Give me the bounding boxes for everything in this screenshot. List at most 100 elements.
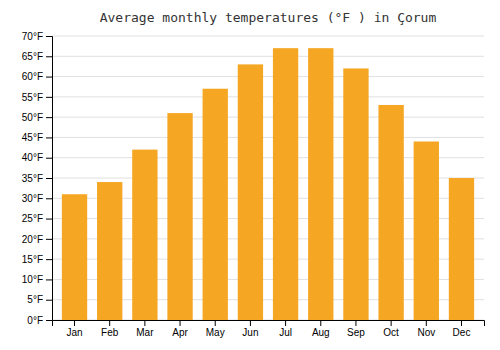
tick-mark: [46, 320, 52, 321]
tick-label: 25°F: [22, 213, 43, 224]
tick-mark: [46, 137, 52, 138]
y-axis: 0°F 5°F 10°F 15°F 20°F 25°F 30°F 35°F 40°F 45°F 50…: [22, 31, 53, 326]
y-tick: 70°F: [22, 31, 52, 42]
tick-label: 70°F: [22, 31, 43, 42]
y-tick: 10°F: [22, 274, 52, 285]
tick-mark: [461, 320, 462, 326]
bar: [97, 182, 122, 320]
y-tick: 20°F: [22, 234, 52, 245]
x-tick: Jul: [279, 320, 292, 338]
tick-mark: [74, 320, 75, 326]
tick-label: 45°F: [22, 132, 43, 143]
bar: [343, 68, 368, 320]
tick-mark: [180, 320, 181, 326]
tick-label: Jul: [279, 327, 292, 338]
tick-mark: [46, 77, 52, 78]
grid-line: [52, 36, 484, 37]
bar: [414, 141, 439, 320]
tick-mark: [46, 178, 52, 179]
x-tick: Apr: [172, 320, 188, 338]
tick-mark: [46, 239, 52, 240]
x-tick: Aug: [312, 320, 330, 338]
x-tick: Mar: [136, 320, 154, 338]
x-tick: Feb: [101, 320, 119, 338]
tick-mark: [46, 117, 52, 118]
tick-label: 50°F: [22, 112, 43, 123]
tick-label: Jan: [66, 327, 82, 338]
tick-label: Nov: [417, 327, 435, 338]
tick-label: Mar: [136, 327, 154, 338]
tick-label: Sep: [347, 327, 365, 338]
tick-mark: [355, 320, 356, 326]
tick-label: 20°F: [22, 234, 43, 245]
grid-line: [52, 56, 484, 57]
tick-label: Feb: [101, 327, 119, 338]
tick-mark: [46, 259, 52, 260]
chart: 0°F 5°F 10°F 15°F 20°F 25°F 30°F 35°F 40°F 45°F 50…: [0, 0, 500, 350]
tick-label: 35°F: [22, 173, 43, 184]
y-tick: 0°F: [27, 315, 52, 326]
tick-mark: [46, 300, 52, 301]
tick-label: Jun: [242, 327, 258, 338]
tick-mark: [46, 198, 52, 199]
tick-label: Aug: [312, 327, 330, 338]
y-tick: 40°F: [22, 152, 52, 163]
tick-label: 10°F: [22, 274, 43, 285]
tick-mark: [46, 36, 52, 37]
bar: [449, 178, 474, 320]
tick-mark: [46, 97, 52, 98]
bar: [62, 194, 87, 320]
tick-mark: [46, 56, 52, 57]
x-tick: Nov: [417, 320, 435, 338]
x-tick: Dec: [453, 320, 471, 338]
grid: [52, 36, 484, 320]
tick-mark: [391, 320, 392, 326]
tick-mark: [215, 320, 216, 326]
x-tick: May: [206, 320, 225, 338]
grid-line: [52, 137, 484, 138]
tick-label: 65°F: [22, 51, 43, 62]
tick-mark: [46, 219, 52, 220]
tick-mark: [285, 320, 286, 326]
tick-mark: [250, 320, 251, 326]
tick-label: Apr: [172, 327, 188, 338]
y-tick: 5°F: [27, 294, 52, 305]
tick-label: 60°F: [22, 71, 43, 82]
tick-label: 15°F: [22, 254, 43, 265]
grid-line: [52, 117, 484, 118]
y-tick: 60°F: [22, 71, 52, 82]
y-tick: 50°F: [22, 112, 52, 123]
tick-label: Oct: [383, 327, 399, 338]
tick-label: 30°F: [22, 193, 43, 204]
bar: [167, 113, 192, 320]
y-tick: 30°F: [22, 193, 52, 204]
y-tick: 15°F: [22, 254, 52, 265]
axis-line: [53, 321, 485, 327]
tick-label: 0°F: [27, 315, 43, 326]
x-tick: Sep: [347, 320, 365, 338]
tick-mark: [426, 320, 427, 326]
tick-label: Dec: [453, 327, 471, 338]
tick-mark: [46, 279, 52, 280]
x-tick: Oct: [383, 320, 399, 338]
tick-label: May: [206, 327, 225, 338]
y-tick: 45°F: [22, 132, 52, 143]
plot: 0°F 5°F 10°F 15°F 20°F 25°F 30°F 35°F 40°F 45°F 50…: [22, 31, 485, 338]
tick-label: 55°F: [22, 92, 43, 103]
bar: [238, 64, 263, 320]
axis-line: [46, 37, 53, 321]
x-axis: Jan Feb Mar Apr May Jun Jul Aug Sep Oct Nov Dec: [53, 320, 485, 338]
y-tick: 65°F: [22, 51, 52, 62]
bar: [273, 48, 298, 320]
tick-mark: [109, 320, 110, 326]
bar: [203, 89, 228, 320]
bar: [308, 48, 333, 320]
y-tick: 25°F: [22, 213, 52, 224]
title: Average monthly temperatures (°F ) in Ço…: [100, 10, 437, 25]
bar: [378, 105, 403, 320]
x-tick: Jan: [66, 320, 82, 338]
grid-line: [52, 76, 484, 77]
tick-mark: [320, 320, 321, 326]
bar: [132, 150, 157, 320]
tick-mark: [46, 158, 52, 159]
